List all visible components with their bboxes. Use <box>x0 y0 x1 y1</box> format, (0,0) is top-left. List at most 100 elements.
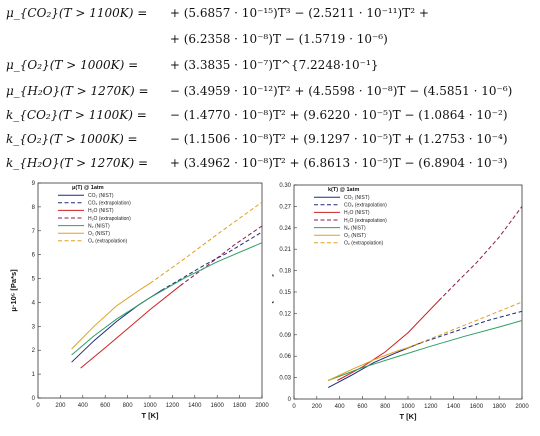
series-line-1 <box>419 310 523 344</box>
series-line-0 <box>327 342 420 389</box>
equation-mu-h2o: μ_{H₂O}(T > 1270K) = − (3.4959 · 10⁻¹²)T… <box>6 84 512 98</box>
y-tick-label: 3 <box>32 324 36 330</box>
x-axis-label: T [K] <box>141 411 159 420</box>
legend-entry-6: O₂ (extrapolation) <box>344 241 384 247</box>
series-line-6 <box>149 201 263 284</box>
x-tick-label: 1800 <box>233 403 247 409</box>
legend-entry-0: CO₂ (NIST) <box>88 193 114 199</box>
equation-k-o2: k_{O₂}(T > 1000K) = − (1.1506 · 10⁻⁸)T² … <box>6 132 508 146</box>
equation-lhs: k_{H₂O}(T > 1270K) = <box>6 156 149 170</box>
y-tick-label: 0.15 <box>279 290 291 296</box>
equation-mu-co2-line2: + (6.2358 · 10⁻⁸)T − (1.5719 · 10⁻⁶) <box>6 32 388 46</box>
equation-rhs: + (5.6857 · 10⁻¹⁵)T³ − (2.5211 · 10⁻¹¹)T… <box>169 6 429 20</box>
y-tick-label: 0.21 <box>279 247 291 253</box>
x-tick-label: 1600 <box>470 404 484 410</box>
legend-entry-4: N₂ (NIST) <box>344 225 366 231</box>
y-tick-label: 2 <box>32 348 36 354</box>
y-tick-label: 7 <box>32 229 36 235</box>
y-tick-label: 0.30 <box>279 183 291 189</box>
series-line-4 <box>71 242 263 356</box>
legend-entry-3: H₂O (extrapolation) <box>344 218 387 224</box>
y-tick-label: 0 <box>288 397 292 403</box>
y-tick-label: 0.03 <box>279 376 291 382</box>
equation-k-co2: k_{CO₂}(T > 1100K) = − (1.4770 · 10⁻⁸)T²… <box>6 108 508 122</box>
conductivity-chart: 0 200 400 600 800 1000 1200 1400 1600 1800 2000 0 0.… <box>265 178 540 431</box>
x-tick-label: 1400 <box>188 403 202 409</box>
equation-rhs: − (3.4959 · 10⁻¹²)T² + (4.5598 · 10⁻⁸)T … <box>169 84 513 98</box>
y-tick-label: 0.12 <box>279 311 291 317</box>
legend-entry-6: O₂ (extrapolation) <box>88 239 128 245</box>
equation-lhs: k_{O₂}(T > 1000K) = <box>6 132 138 146</box>
y-tick-label: 0.06 <box>279 354 291 360</box>
x-axis-label: T [K] <box>399 412 417 421</box>
legend-entry-1: CO₂ (extrapolation) <box>344 203 387 209</box>
legend-entry-2: H₂O (NIST) <box>88 208 114 214</box>
plot-frame <box>37 182 263 399</box>
series-line-5 <box>71 282 151 350</box>
series-line-2 <box>80 285 181 369</box>
series-line-6 <box>407 301 523 349</box>
y-tick-label: 0 <box>32 396 36 402</box>
legend-entry-2: H₂O (NIST) <box>344 210 370 216</box>
equation-lhs: μ_{H₂O}(T > 1270K) = <box>6 84 149 98</box>
y-axis-label: μ·10⁵ [Pa*s] <box>9 269 18 312</box>
legend-entry-4: N₂ (NIST) <box>88 223 110 229</box>
x-tick-label: 1600 <box>211 403 225 409</box>
equation-k-h2o: k_{H₂O}(T > 1270K) = + (3.4962 · 10⁻⁸)T²… <box>6 156 508 170</box>
series-line-4 <box>328 320 523 381</box>
x-tick-label: 800 <box>380 404 391 410</box>
series-line-5 <box>327 347 409 381</box>
y-tick-label: 1 <box>32 372 36 378</box>
y-tick-label: 9 <box>32 181 36 187</box>
equation-mu-o2: μ_{O₂}(T > 1000K) = + (3.3835 · 10⁻⁷)T^{… <box>6 58 378 72</box>
x-tick-label: 400 <box>335 404 346 410</box>
equation-rhs: − (1.4770 · 10⁻⁸)T² + (9.6220 · 10⁻⁵)T −… <box>169 108 508 122</box>
x-tick-label: 2000 <box>515 404 529 410</box>
equation-rhs: + (6.2358 · 10⁻⁸)T − (1.5719 · 10⁻⁶) <box>169 32 388 46</box>
legend-title: k(T) @ 1atm <box>328 187 359 193</box>
x-tick-label: 200 <box>55 403 66 409</box>
y-tick-label: 0.27 <box>279 204 291 210</box>
y-tick-label: 0.09 <box>279 333 291 339</box>
x-tick-label: 1400 <box>447 404 461 410</box>
x-tick-label: 0 <box>36 403 40 409</box>
series-line-0 <box>71 290 162 363</box>
x-tick-label: 2000 <box>255 403 269 409</box>
equation-rhs: − (1.1506 · 10⁻⁸)T² + (9.1297 · 10⁻⁵)T +… <box>169 132 508 146</box>
series-line-1 <box>160 231 263 291</box>
legend-entry-5: O₂ (NIST) <box>344 233 366 239</box>
viscosity-chart: 0 200 400 600 800 1000 1200 1400 1600 1800 2000 0 1 2… <box>0 178 272 431</box>
x-tick-label: 800 <box>123 403 134 409</box>
x-tick-label: 1000 <box>401 404 415 410</box>
y-tick-label: 6 <box>32 253 36 259</box>
x-tick-label: 400 <box>78 403 89 409</box>
legend-entry-3: H₂O (extrapolation) <box>88 216 131 222</box>
plot-frame <box>293 184 523 400</box>
y-tick-label: 8 <box>32 205 36 211</box>
y-tick-label: 0.18 <box>279 269 291 275</box>
conductivity-chart-svg: 0 200 400 600 800 1000 1200 1400 1600 1800 2000 0 0.… <box>265 183 529 421</box>
equation-lhs: k_{CO₂}(T > 1100K) = <box>6 108 147 122</box>
y-tick-label: 0.24 <box>279 226 291 232</box>
x-tick-label: 1000 <box>143 403 157 409</box>
series-line-3 <box>438 206 523 301</box>
equation-lhs: μ_{CO₂}(T > 1100K) = <box>6 6 148 20</box>
series-line-2 <box>337 300 440 381</box>
equation-lhs: μ_{O₂}(T > 1000K) = <box>6 58 139 72</box>
y-tick-label: 5 <box>32 277 36 283</box>
x-tick-label: 1200 <box>166 403 180 409</box>
x-tick-label: 200 <box>312 404 323 410</box>
x-tick-label: 1800 <box>493 404 507 410</box>
equations-block: μ_{CO₂}(T > 1100K) = + (5.6857 · 10⁻¹⁵)T… <box>0 0 540 178</box>
equation-rhs: + (3.4962 · 10⁻⁸)T² + (6.8613 · 10⁻⁵)T −… <box>169 156 508 170</box>
viscosity-chart-svg: 0 200 400 600 800 1000 1200 1400 1600 1800 2000 0 1 2… <box>9 181 269 420</box>
legend-entry-0: CO₂ (NIST) <box>344 195 370 201</box>
y-axis-label: k [W/m*K] <box>272 274 274 310</box>
series-line-3 <box>179 225 263 287</box>
x-tick-label: 600 <box>357 404 368 410</box>
x-tick-label: 600 <box>100 403 111 409</box>
legend-entry-5: O₂ (NIST) <box>88 231 110 237</box>
equation-rhs: + (3.3835 · 10⁻⁷)T^{7.2248·10⁻¹} <box>169 58 379 72</box>
legend-entry-1: CO₂ (extrapolation) <box>88 201 131 207</box>
legend-title: μ(T) @ 1atm <box>72 185 104 191</box>
